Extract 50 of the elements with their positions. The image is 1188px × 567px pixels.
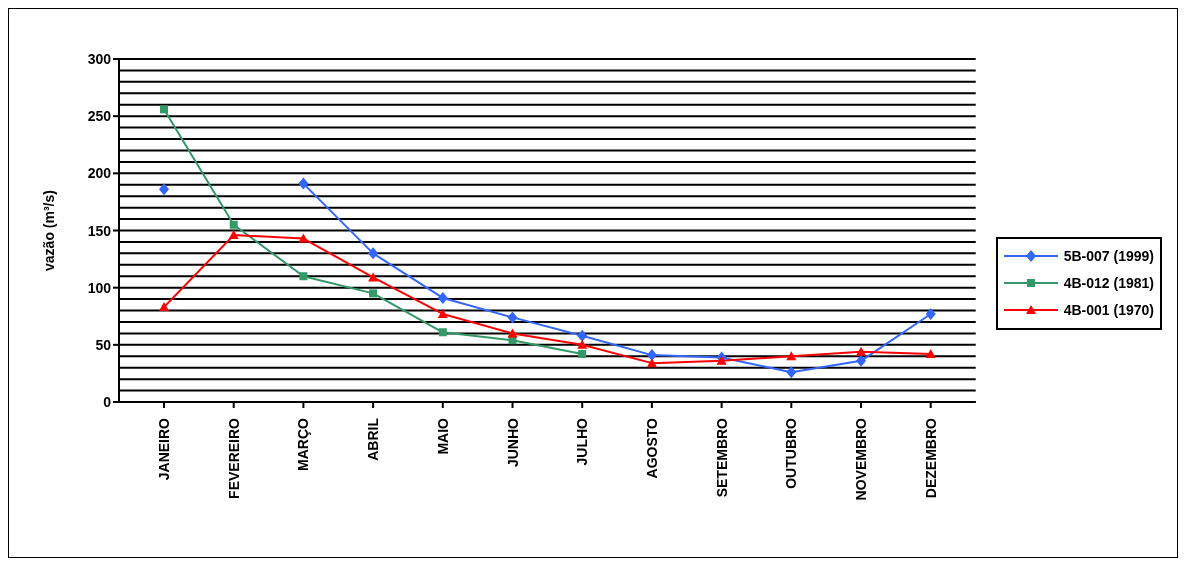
point (856, 346, 867, 356)
point (507, 328, 518, 338)
point (369, 289, 378, 298)
point (437, 291, 448, 304)
point (577, 339, 588, 349)
point (925, 307, 936, 320)
legend-label: 4B-012 (1981) (1063, 275, 1154, 291)
point (507, 311, 518, 324)
y-tick-label: 100 (87, 279, 112, 296)
x-tick-label: JUNHO (504, 417, 521, 468)
y-tick-label: 200 (87, 165, 112, 182)
point (368, 272, 379, 282)
point (786, 351, 797, 361)
y-tick-label: 250 (87, 108, 112, 125)
point (716, 355, 727, 365)
legend-label: 4B-001 (1970) (1063, 302, 1154, 318)
x-tick-label: AGOSTO (643, 417, 660, 479)
x-tick-label: MARÇO (295, 417, 312, 471)
point (925, 348, 936, 358)
legend-label: 5B-007 (1999) (1063, 248, 1154, 264)
x-tick-label: ABRIL (365, 417, 382, 461)
x-tick-label: JULHO (574, 417, 591, 466)
point (159, 183, 169, 196)
x-tick-label: SETEMBRO (713, 417, 730, 498)
point (228, 230, 239, 240)
point (786, 366, 797, 379)
y-tick-label: 0 (103, 394, 112, 410)
y-axis-title: vazão (m³/s) (40, 190, 57, 271)
point (646, 358, 657, 368)
point (437, 308, 448, 318)
point (299, 272, 308, 281)
point (438, 328, 447, 337)
x-tick-label: NOVEMBRO (853, 417, 870, 501)
x-tick-label: DEZEMBRO (922, 417, 939, 499)
point (298, 177, 309, 190)
point (298, 233, 309, 243)
x-tick-label: FEVEREIRO (225, 417, 242, 499)
point (577, 329, 588, 342)
y-tick-label: 150 (87, 222, 112, 239)
y-tick-label: 300 (87, 51, 112, 67)
point (159, 302, 169, 312)
point (160, 105, 168, 114)
y-tick-label: 50 (95, 336, 112, 353)
point (578, 349, 587, 358)
x-tick-label: MAIO (434, 417, 451, 455)
point (368, 247, 379, 260)
x-tick-label: OUTUBRO (783, 417, 800, 489)
x-tick-label: JANEIRO (156, 417, 172, 481)
point (229, 220, 238, 229)
point (856, 354, 867, 367)
